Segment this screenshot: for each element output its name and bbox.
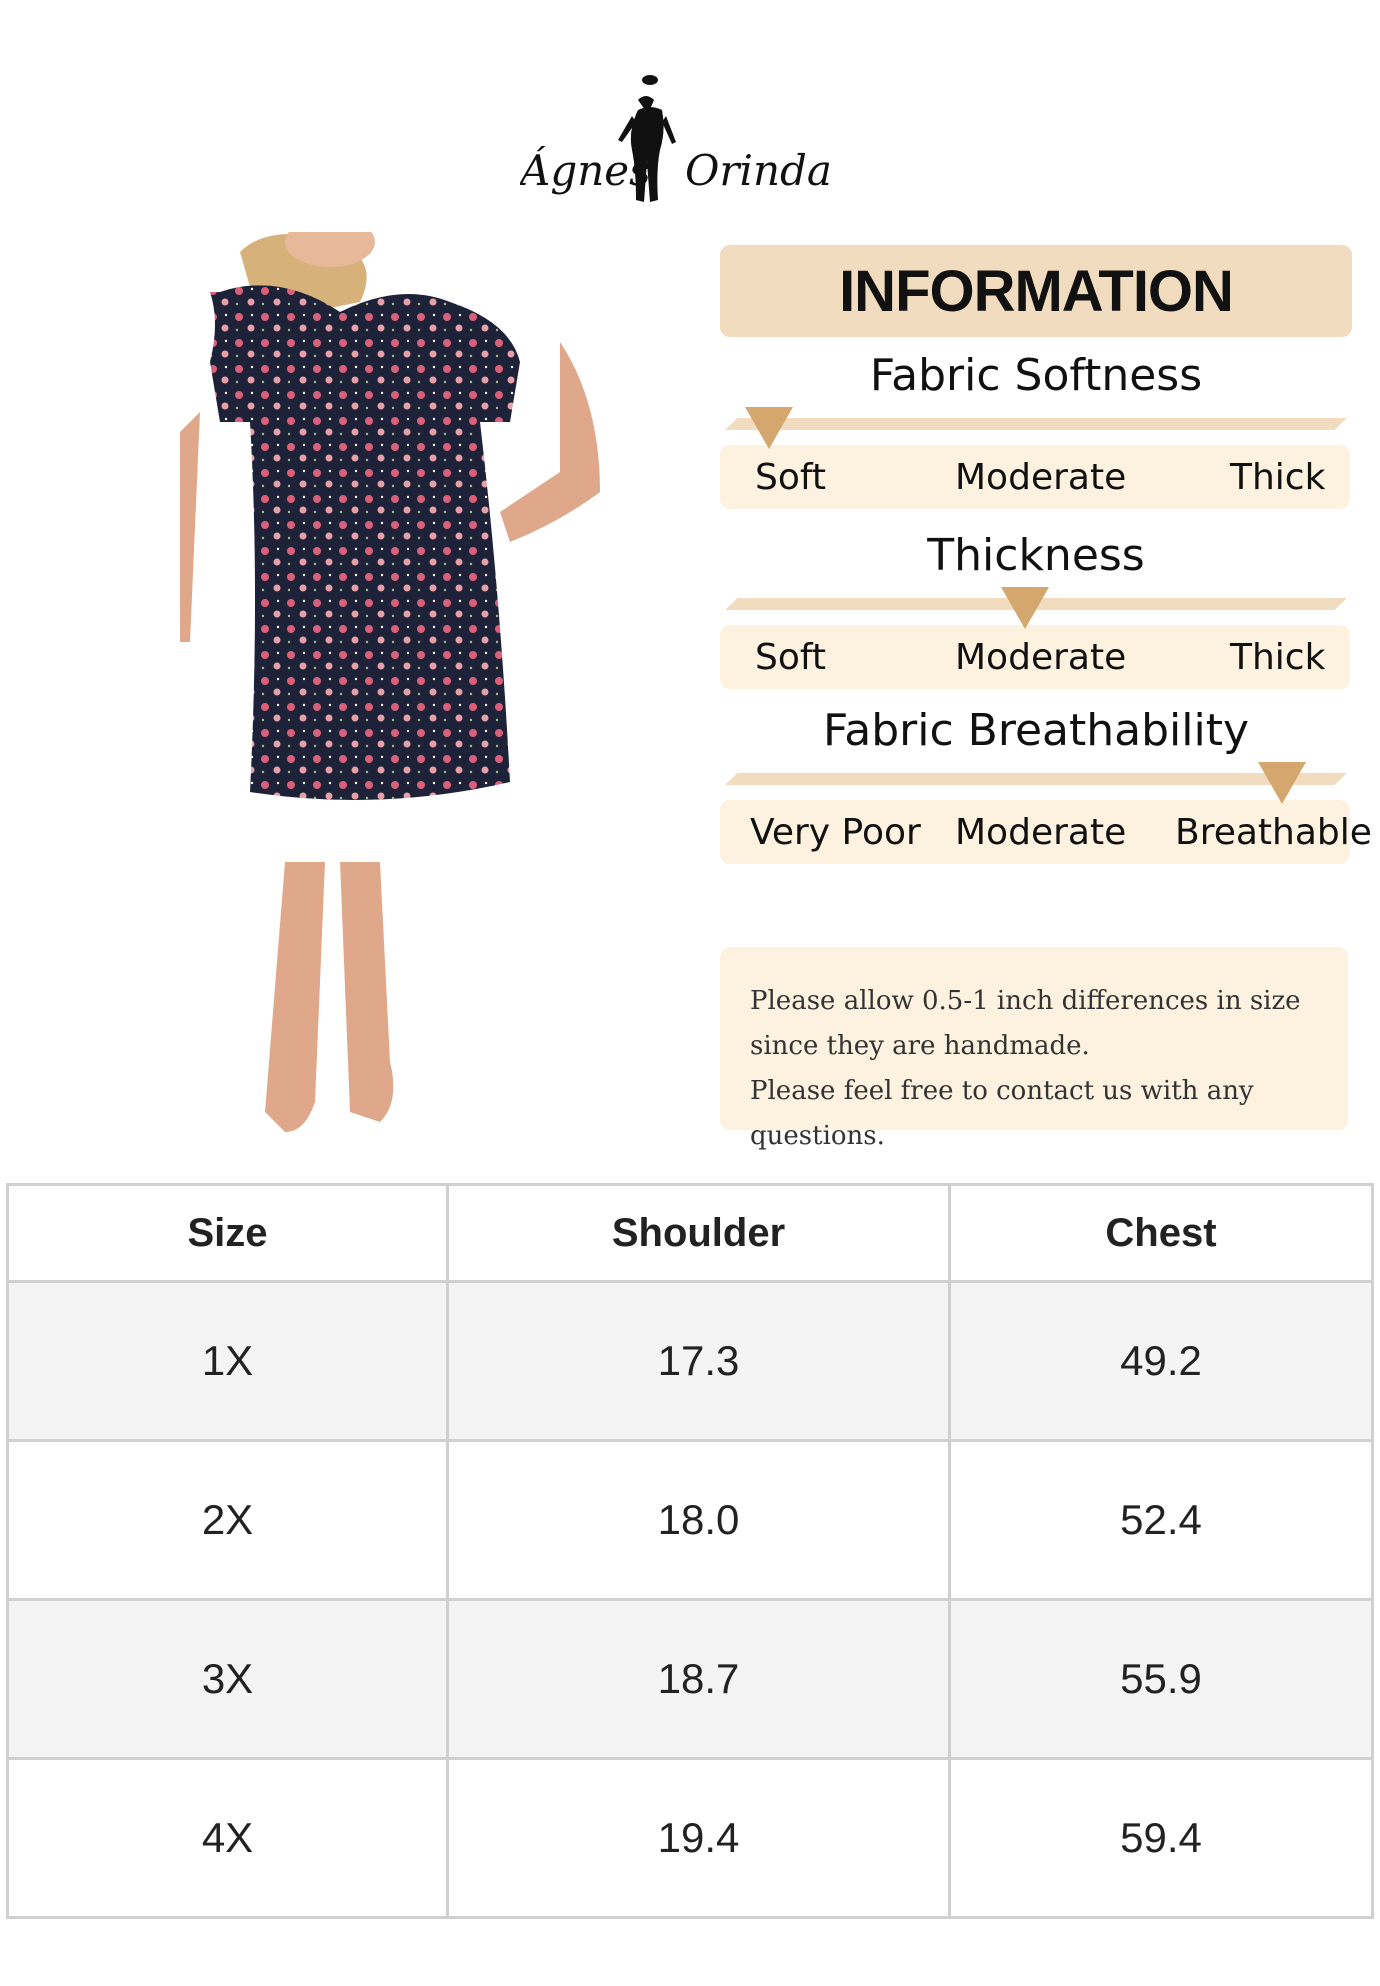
- rating-track: [725, 418, 1347, 430]
- cell-size: 4X: [6, 1757, 449, 1919]
- product-photo: [180, 217, 610, 1157]
- header-shoulder: Shoulder: [446, 1183, 951, 1283]
- cell-chest: 55.9: [948, 1598, 1374, 1760]
- scale-label: Breathable: [1175, 812, 1372, 853]
- note-line: since they are handmade.: [750, 1031, 1090, 1061]
- rating-scale: Soft Moderate Thick: [720, 625, 1350, 689]
- table-row: 3X 18.7 55.9: [6, 1598, 1374, 1760]
- cell-size: 2X: [6, 1439, 449, 1601]
- scale-label: Thick: [1230, 637, 1326, 678]
- rating-marker-icon: [1257, 762, 1306, 804]
- table-row: 4X 19.4 59.4: [6, 1757, 1374, 1919]
- section-title: Thickness: [927, 530, 1145, 581]
- information-header: INFORMATION: [720, 245, 1352, 337]
- rating-scale: Soft Moderate Thick: [720, 445, 1350, 509]
- table-header-row: Size Shoulder Chest: [6, 1183, 1374, 1283]
- header-chest: Chest: [948, 1183, 1374, 1283]
- svg-text:Orinda: Orinda: [685, 146, 832, 195]
- cell-chest: 59.4: [948, 1757, 1374, 1919]
- table-row: 2X 18.0 52.4: [6, 1439, 1374, 1601]
- table-row: 1X 17.3 49.2: [6, 1280, 1374, 1442]
- cell-chest: 49.2: [948, 1280, 1374, 1442]
- cell-shoulder: 18.7: [446, 1598, 951, 1760]
- scale-label: Very Poor: [750, 812, 921, 853]
- scale-label: Thick: [1230, 457, 1326, 498]
- cell-chest: 52.4: [948, 1439, 1374, 1601]
- cell-shoulder: 18.0: [446, 1439, 951, 1601]
- rating-scale: Very Poor Moderate Breathable: [720, 800, 1372, 864]
- scale-label: Moderate: [955, 812, 1127, 853]
- rating-marker-icon: [1001, 587, 1049, 629]
- cell-shoulder: 17.3: [446, 1280, 951, 1442]
- size-note: Please allow 0.5-1 inch differences in s…: [720, 947, 1348, 1151]
- rating-marker-icon: [744, 407, 793, 449]
- section-title: Fabric Softness: [869, 350, 1203, 401]
- section-title: Fabric Breathability: [823, 705, 1249, 756]
- brand-logo: Ágnes Orinda: [516, 70, 840, 220]
- scale-label: Soft: [755, 637, 827, 678]
- cell-size: 3X: [6, 1598, 449, 1760]
- header-size: Size: [6, 1183, 449, 1283]
- svg-text:Ágnes: Ágnes: [520, 145, 651, 195]
- scale-label: Moderate: [955, 637, 1127, 678]
- note-line: Please feel free to contact us with any …: [750, 1076, 1254, 1151]
- scale-label: Moderate: [955, 457, 1127, 498]
- cell-shoulder: 19.4: [446, 1757, 951, 1919]
- size-table: Size Shoulder Chest 1X 17.3 49.2 2X 18.0 52.…: [6, 1183, 1374, 1919]
- scale-label: Soft: [755, 457, 827, 498]
- note-line: Please allow 0.5-1 inch differences in s…: [750, 986, 1301, 1016]
- rating-track: [725, 773, 1347, 785]
- cell-size: 1X: [6, 1280, 449, 1442]
